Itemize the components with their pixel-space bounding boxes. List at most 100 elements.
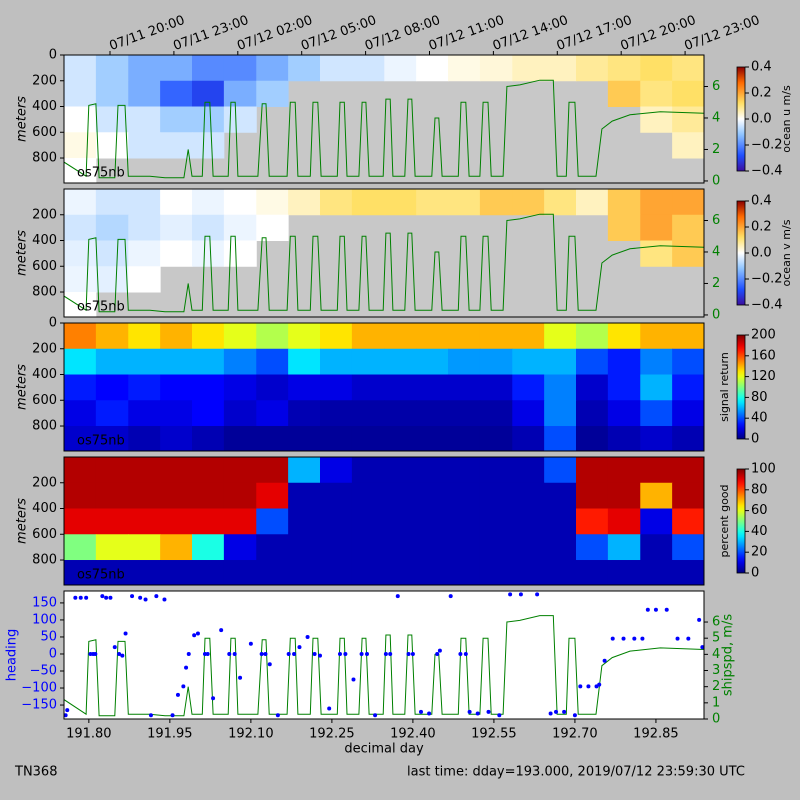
heatmap-cell [95, 560, 129, 585]
colorbar-label: ocean v m/s [780, 219, 793, 286]
heatmap-cell [64, 266, 97, 293]
y2-tick-label: 6 [712, 213, 720, 228]
heading-point [486, 709, 491, 714]
heatmap-cell [672, 374, 704, 401]
heatmap-cell [544, 508, 577, 535]
heading-point [373, 713, 378, 718]
colorbar-tick-label: 0 [751, 566, 759, 581]
y2-tick-label: 0 [712, 173, 720, 188]
y-tick-label: −150 [21, 698, 57, 713]
heatmap-cell [192, 240, 225, 267]
heading-point [632, 636, 637, 641]
heatmap-cell [351, 348, 385, 376]
heatmap-cell [223, 189, 257, 216]
heatmap-cell [512, 189, 545, 216]
heatmap-cell [640, 426, 673, 451]
heatmap-cell [479, 508, 513, 535]
heatmap-cell [448, 189, 481, 216]
heatmap-cell [223, 240, 257, 267]
heatmap-cell [384, 348, 417, 376]
heatmap-cell [192, 55, 225, 82]
heading-point [383, 651, 388, 656]
heatmap-cell [640, 374, 673, 401]
heading-point [104, 595, 109, 600]
heatmap-cell [160, 240, 193, 267]
heading-point [186, 651, 191, 656]
heading-point [65, 708, 70, 713]
heatmap-cell [544, 457, 577, 484]
heatmap-cell [320, 323, 353, 350]
heatmap-cell [256, 534, 289, 561]
y-tick-label: 400 [32, 367, 57, 382]
heatmap-cell [512, 400, 545, 427]
heatmap-cell [576, 457, 609, 484]
heading-point [305, 634, 310, 639]
heading-point [364, 651, 369, 656]
heatmap-cell [672, 106, 704, 133]
heatmap-cell [288, 189, 321, 216]
plot-frame [63, 590, 705, 720]
ship-speed-line [64, 213, 704, 313]
heatmap-cell [448, 508, 481, 535]
y2-tick-label: 2 [712, 679, 720, 694]
heatmap-cell [95, 534, 129, 561]
y2-tick-label: 2 [712, 142, 720, 157]
heatmap-cell [416, 534, 449, 561]
heatmap-cell [160, 323, 193, 350]
heatmap-cell [351, 426, 385, 451]
heatmap-cell [512, 426, 545, 451]
heatmap-cell [192, 132, 225, 159]
heatmap-cell [128, 323, 161, 350]
heatmap-cell [351, 508, 385, 535]
heatmap-cell [448, 457, 481, 484]
heatmap-cell [640, 348, 673, 376]
heatmap-cell [128, 189, 161, 216]
heatmap-cell [223, 348, 257, 376]
y2-axis-label: shipspd, m/s [721, 614, 736, 696]
heading-point [548, 711, 553, 716]
heatmap-cell [416, 482, 449, 510]
heading-point [227, 651, 232, 656]
heatmap-cell [512, 457, 545, 484]
heading-point [343, 651, 348, 656]
heatmap-cell [576, 560, 609, 585]
heading-point [64, 713, 68, 718]
heatmap-cell [64, 323, 97, 350]
heatmap-cell [192, 457, 225, 484]
heatmap-cell [384, 508, 417, 535]
heatmap-cell [672, 534, 704, 561]
heatmap-cell [95, 80, 129, 108]
y-axis-label: heading [5, 629, 20, 682]
heatmap-cell [223, 426, 257, 451]
heading-point [610, 636, 615, 641]
y-tick-label: 400 [32, 501, 57, 516]
y-tick-label: 800 [32, 419, 57, 434]
y2-tick-label: 0 [712, 712, 720, 727]
y-axis-label: meters [15, 498, 30, 544]
heatmap-cell [192, 323, 225, 350]
heatmap-cell [95, 400, 129, 427]
panel-annotation: os75nb [77, 166, 125, 181]
plot-frame [63, 188, 705, 318]
heatmap-cell [223, 482, 257, 510]
heading-point [100, 594, 105, 599]
heatmap-cell [672, 457, 704, 484]
heatmap-cell [95, 214, 129, 242]
heatmap-cell [256, 426, 289, 451]
y-tick-label: 200 [32, 475, 57, 490]
heatmap-cell [192, 80, 225, 108]
heatmap-cell [64, 240, 97, 267]
heatmap-cell [192, 106, 225, 133]
heatmap-cell [128, 482, 161, 510]
colorbar [736, 200, 746, 306]
colorbar-label: ocean u m/s [780, 85, 793, 153]
heatmap-cell [351, 457, 385, 484]
y-tick-label: 200 [32, 207, 57, 222]
heading-point [327, 706, 332, 711]
heatmap-cell [288, 55, 321, 82]
heatmap-cell [128, 55, 161, 82]
y-tick-label: 0 [49, 646, 57, 661]
heatmap-cell [544, 55, 577, 82]
heatmap-cell [95, 348, 129, 376]
heatmap-cell [288, 348, 321, 376]
